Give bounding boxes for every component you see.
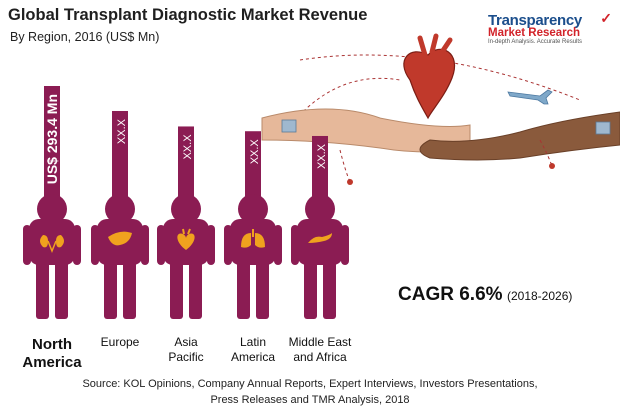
bar: [312, 135, 328, 209]
category-label: America: [231, 350, 275, 364]
figure-leg-left: [36, 261, 49, 319]
figure-head: [105, 194, 135, 224]
bar-figure: XX.X Europe: [91, 110, 149, 349]
logo-tagline: In-depth Analysis. Accurate Results: [488, 39, 583, 45]
category-label: Europe: [101, 335, 140, 349]
heart-icon: [177, 233, 195, 250]
figure-arm-right: [207, 225, 215, 265]
cagr-annotation: CAGR 6.6% (2018-2026): [398, 284, 572, 306]
figure-torso: [297, 219, 343, 265]
figure-arm-left: [91, 225, 99, 265]
category-label: North: [32, 336, 72, 353]
category-label: Asia: [174, 335, 198, 349]
figure-arm-right: [274, 225, 282, 265]
figure-leg-left: [237, 261, 250, 319]
liver-icon: [108, 231, 132, 246]
hands-heart-illustration: [261, 33, 620, 185]
figure-arm-right: [141, 225, 149, 265]
cagr-value: CAGR 6.6%: [398, 284, 503, 305]
figure-arm-right: [73, 225, 81, 265]
category-label: Latin: [240, 335, 266, 349]
figure-head: [171, 194, 201, 224]
heart-illustration-icon: [403, 33, 455, 120]
data-label: XX.X: [249, 139, 261, 165]
checkmark-icon: ✓: [600, 10, 612, 26]
figure-leg-left: [304, 261, 317, 319]
bar: [245, 131, 261, 209]
figure-leg-right: [189, 261, 202, 319]
category-label: Pacific: [168, 350, 203, 364]
bar: [178, 126, 194, 209]
source-note: Source: KOL Opinions, Company Annual Rep…: [0, 376, 620, 408]
figure-leg-right: [256, 261, 269, 319]
figure-leg-right: [323, 261, 336, 319]
kidney-icon: [40, 235, 48, 248]
bar: [112, 110, 128, 209]
brand-logo: Transparency Market Research In-depth An…: [488, 10, 614, 50]
bar: [44, 86, 60, 209]
figure-head: [37, 194, 67, 224]
figure-torso: [230, 219, 276, 265]
pancreas-icon: [308, 233, 332, 243]
logo-line-1: Transparency: [488, 12, 582, 29]
data-label: US$ 293.4 Mn: [44, 94, 60, 184]
source-line-2: Press Releases and TMR Analysis, 2018: [210, 394, 410, 406]
figure-arm-left: [23, 225, 31, 265]
figure-head: [238, 194, 268, 224]
figure-torso: [29, 219, 75, 265]
figure-head: [305, 194, 335, 224]
chart-title: Global Transplant Diagnostic Market Reve…: [8, 6, 368, 24]
data-label: XX.X: [116, 118, 128, 144]
figure-leg-right: [123, 261, 136, 319]
figure-arm-right: [341, 225, 349, 265]
data-label: XX.X: [316, 143, 328, 169]
figure-leg-left: [104, 261, 117, 319]
lungs-icon: [241, 233, 251, 248]
airplane-icon: [507, 89, 553, 105]
figure-arm-left: [157, 225, 165, 265]
cagr-period: (2018-2026): [506, 289, 573, 303]
figure-arm-left: [291, 225, 299, 265]
figure-arm-left: [224, 225, 232, 265]
category-label: America: [22, 354, 82, 371]
category-label: Middle East: [289, 335, 352, 349]
logo-line-2: Market Research: [488, 27, 581, 39]
source-line-1: Source: KOL Opinions, Company Annual Rep…: [82, 378, 538, 390]
chart-subtitle: By Region, 2016 (US$ Mn): [10, 30, 160, 44]
category-label: and Africa: [293, 350, 347, 364]
figure-leg-right: [55, 261, 68, 319]
data-label: XX.X: [182, 134, 194, 160]
figure-leg-left: [170, 261, 183, 319]
hospital-icon: [281, 119, 611, 135]
